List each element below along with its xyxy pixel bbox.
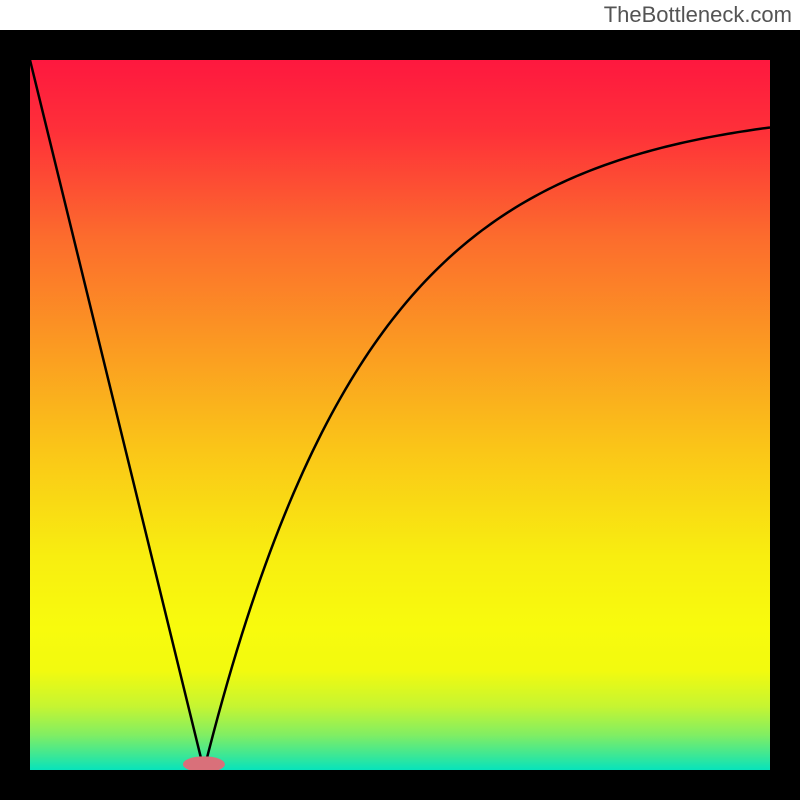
chart-container: { "canvas": { "width": 800, "height": 80… <box>0 0 800 800</box>
watermark-text: TheBottleneck.com <box>604 2 792 28</box>
bottleneck-chart <box>0 0 800 800</box>
optimal-marker <box>183 756 225 772</box>
plot-background <box>30 60 770 770</box>
